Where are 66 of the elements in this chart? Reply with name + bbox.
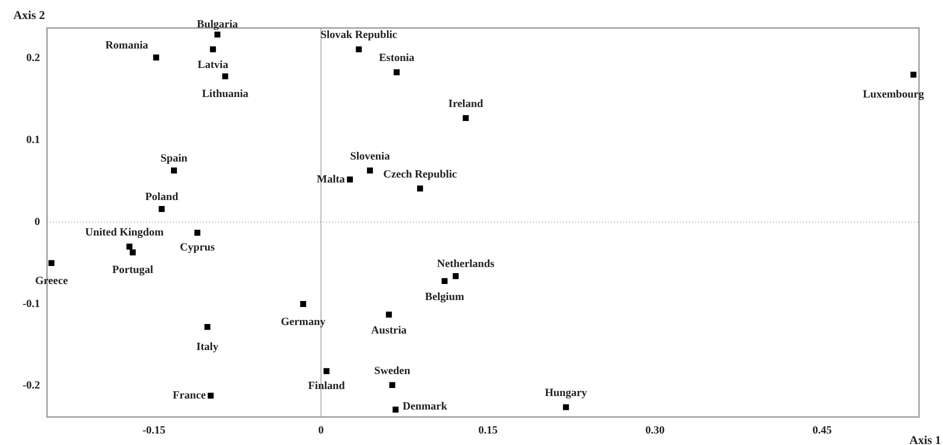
annotation: Estonia <box>378 52 415 64</box>
annotation: Ireland <box>448 98 484 110</box>
annotation: Belgium <box>425 290 464 303</box>
y-tick-label: 0.2 <box>26 52 40 64</box>
annotation: Lithuania <box>202 88 249 100</box>
point <box>208 392 214 399</box>
point <box>210 46 216 52</box>
x-tick-label: 0.30 <box>645 424 666 436</box>
y-axis-title: Axis 2 <box>13 8 45 22</box>
annotation: Cyprus <box>180 242 216 254</box>
point <box>170 168 177 174</box>
annotation: Sweden <box>374 364 410 377</box>
point <box>222 73 228 80</box>
point <box>562 404 569 410</box>
point <box>346 176 353 182</box>
annotation: Denmark <box>402 400 448 412</box>
y-tick-label: -0.1 <box>22 298 40 310</box>
y-tick-label: 0.1 <box>26 134 40 146</box>
point <box>153 54 160 60</box>
annotation: Portugal <box>112 264 154 276</box>
point <box>389 382 396 388</box>
annotation: Luxembourg <box>862 88 924 101</box>
point <box>194 230 200 236</box>
annotation: Hungary <box>544 387 588 400</box>
annotation: Czech Republic <box>383 168 458 180</box>
x-tick-label: -0.15 <box>142 424 166 436</box>
annotation: Italy <box>196 340 219 353</box>
annotation: Poland <box>145 190 178 203</box>
point <box>452 273 459 280</box>
annotation: Greece <box>35 274 68 287</box>
point <box>300 301 306 307</box>
annotation: Malta <box>316 173 346 186</box>
point <box>910 72 916 78</box>
x-tick-label: 0.15 <box>478 424 498 436</box>
point <box>158 206 165 212</box>
annotation: France <box>172 390 206 402</box>
annotation: United Kingdom <box>85 226 164 239</box>
point <box>204 324 210 330</box>
y-tick-label: 0 <box>34 216 40 228</box>
annotation: Netherlands <box>436 258 496 270</box>
point <box>324 368 330 374</box>
x-tick-label: 0 <box>318 424 324 436</box>
x-tick-label: 0.45 <box>812 424 832 436</box>
annotation: Romania <box>105 39 149 52</box>
annotation: Spain <box>160 152 188 164</box>
point <box>392 406 399 413</box>
point <box>356 46 362 52</box>
point <box>417 186 424 192</box>
x-axis-title: Axis 1 <box>909 433 941 445</box>
annotation: Germany <box>280 316 326 328</box>
annotation: Bulgaria <box>196 18 238 30</box>
point <box>126 244 132 250</box>
point <box>462 115 469 122</box>
y-tick-label: -0.2 <box>22 380 40 392</box>
point <box>386 312 392 318</box>
point <box>130 249 136 256</box>
point <box>394 69 400 76</box>
annotation: Slovak Republic <box>320 29 398 42</box>
annotation: Austria <box>371 324 408 336</box>
point <box>48 260 54 266</box>
point <box>214 32 220 38</box>
annotation: Finland <box>308 380 345 392</box>
annotation: Slovenia <box>350 150 390 162</box>
point <box>366 168 373 174</box>
annotation: Latvia <box>198 59 229 72</box>
point <box>442 278 448 284</box>
